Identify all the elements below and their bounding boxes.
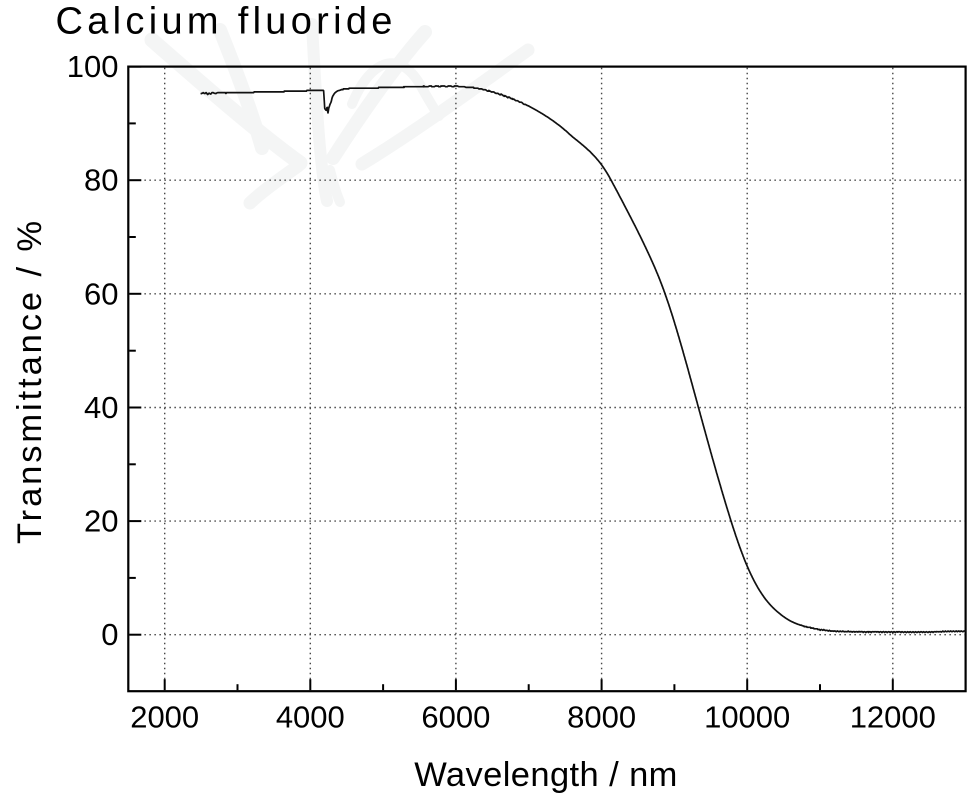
svg-text:Transmittance / %: Transmittance / %: [11, 218, 49, 544]
svg-text:2000: 2000: [130, 700, 199, 735]
svg-text:4000: 4000: [276, 700, 345, 735]
svg-text:12000: 12000: [850, 700, 936, 735]
svg-text:80: 80: [84, 163, 118, 198]
svg-text:40: 40: [84, 390, 118, 425]
svg-text:60: 60: [84, 276, 118, 311]
svg-text:100: 100: [67, 49, 119, 84]
svg-text:Wavelength / nm: Wavelength / nm: [414, 756, 678, 794]
svg-text:10000: 10000: [704, 700, 790, 735]
svg-text:20: 20: [84, 504, 118, 539]
svg-text:6000: 6000: [421, 700, 490, 735]
svg-text:Calcium fluoride: Calcium fluoride: [56, 1, 397, 43]
svg-text:8000: 8000: [567, 700, 636, 735]
svg-text:0: 0: [101, 617, 118, 652]
